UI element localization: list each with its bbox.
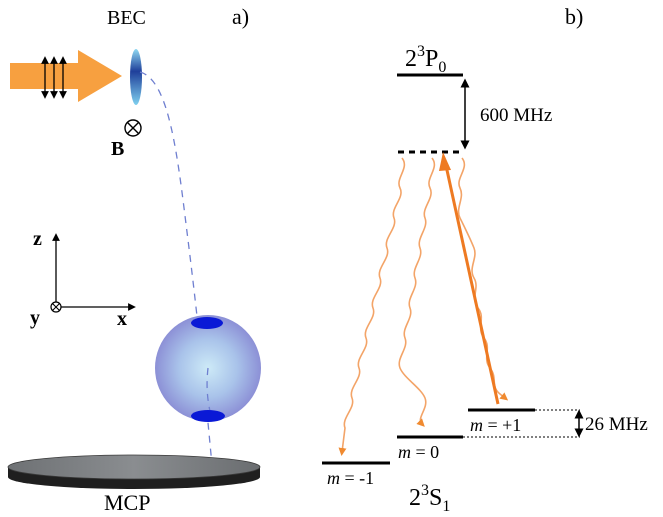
emission-to-m-1 <box>338 157 406 456</box>
pump-transition-arrow <box>443 160 500 405</box>
emission-to-m0 <box>398 157 436 427</box>
axis-y-label: y <box>30 307 40 329</box>
field-into-page-icon <box>124 119 142 137</box>
detuning-label: 600 MHz <box>480 105 552 126</box>
halo-cap-bottom <box>191 410 225 422</box>
sublevel-label-m-minus1: m = -1 <box>327 468 374 488</box>
mcp-label: MCP <box>104 490 150 515</box>
excited-state-label: 23P0 <box>405 43 446 76</box>
scattering-sphere <box>155 315 261 422</box>
pump-arrowhead-icon <box>439 152 451 171</box>
halo-cap-top <box>191 317 223 329</box>
laser-beam <box>10 50 122 102</box>
mcp-detector <box>7 454 261 489</box>
panel-b: b) 23P0 600 MHz m = -1 m = 0 <box>322 4 648 515</box>
axis-x-label: x <box>117 308 127 330</box>
bec-cloud <box>130 49 142 105</box>
sublevel-label-m-0: m = 0 <box>398 442 439 462</box>
zeeman-label: 26 MHz <box>585 414 648 435</box>
emission-to-m1 <box>457 157 509 401</box>
coordinate-axes: z x y <box>30 228 136 330</box>
polarization-arrows-icon <box>41 56 67 99</box>
ground-state-label: 23S1 <box>409 482 450 515</box>
panel-a: a) BEC B <box>7 4 261 515</box>
spontaneous-emission <box>338 157 509 456</box>
panel-b-label: b) <box>565 4 583 29</box>
bec-label: BEC <box>107 7 146 29</box>
axis-z-label: z <box>33 228 42 250</box>
panel-a-label: a) <box>232 4 249 29</box>
field-label: B <box>111 138 124 160</box>
sublevel-label-m-plus1: m = +1 <box>470 415 521 435</box>
